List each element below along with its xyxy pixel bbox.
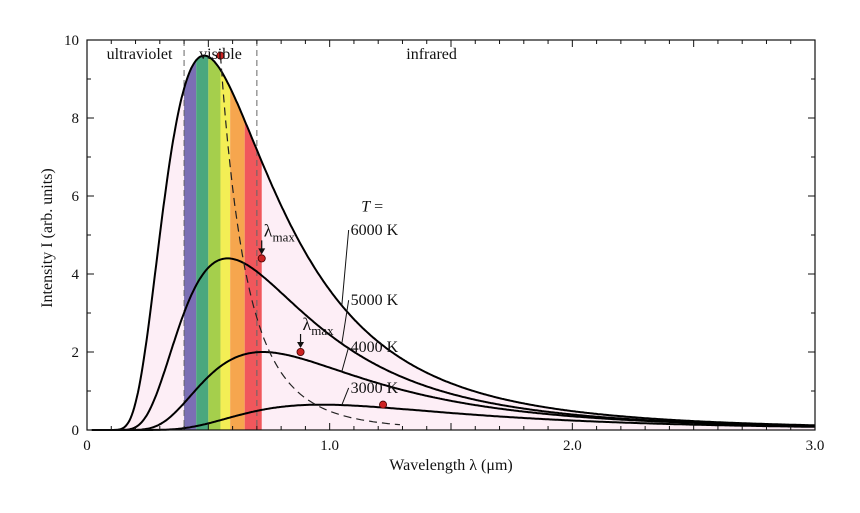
spectrum-band-4 — [230, 55, 245, 430]
series-curves — [91, 54, 816, 431]
curve-label-6000k: 6000 K — [351, 222, 399, 239]
x-tick-label: 0 — [83, 438, 91, 454]
lambda-max-annotation-4000k: λmax — [297, 314, 334, 348]
peak-marker-5000k — [257, 254, 266, 263]
curve-label-leader — [341, 346, 350, 372]
x-tick-label: 2.0 — [563, 438, 582, 454]
peak-locus — [219, 55, 401, 426]
spectrum-band-3 — [220, 55, 231, 430]
under-curve-fill-layer — [91, 55, 815, 430]
peak-marker-6000k — [216, 51, 225, 60]
curve-label-leader — [341, 229, 350, 306]
temperature-label: T = — [361, 199, 383, 216]
lambda-max-label: λmax — [264, 220, 296, 244]
x-tick-label: 3.0 — [806, 438, 825, 454]
x-tick-label: 1.0 — [320, 438, 339, 454]
curve-label-4000k: 4000 K — [351, 339, 399, 356]
wien-peak-locus — [219, 55, 401, 426]
region-label-ultraviolet: ultraviolet — [107, 46, 173, 63]
lambda-max-annotations: λmax λmax — [258, 220, 334, 348]
y-tick-label: 8 — [72, 111, 80, 127]
y-tick-label: 10 — [64, 33, 79, 49]
curve-label-leader — [341, 300, 350, 344]
curve-3000k — [91, 403, 815, 431]
curve-labels: 6000 K 5000 K 4000 K 3000 K T = — [341, 199, 399, 406]
lambda-max-annotation-5000k: λmax — [258, 220, 296, 255]
x-axis-title: Wavelength λ (μm) — [389, 457, 512, 474]
region-divider-lines — [183, 40, 258, 430]
y-tick-label: 0 — [72, 423, 80, 439]
peak-markers — [216, 51, 388, 409]
lambda-max-label: λmax — [303, 314, 335, 338]
region-label-infrared: infrared — [406, 46, 457, 63]
peak-marker-3000k — [379, 400, 388, 409]
region-labels: ultraviolet visible infrared — [107, 46, 457, 63]
visible-spectrum-bands — [184, 55, 262, 430]
curve-label-3000k: 3000 K — [351, 380, 399, 397]
region-label-visible: visible — [199, 46, 242, 63]
curve-label-leader — [341, 387, 350, 406]
spectrum-band-2 — [208, 55, 221, 430]
y-tick-label: 2 — [72, 345, 80, 361]
curve-4000k — [91, 351, 816, 431]
y-axis-title: Intensity I (arb. units) — [39, 168, 56, 308]
tick-marks — [86, 39, 816, 431]
spectrum-band-0 — [184, 55, 197, 430]
spectrum-band-1 — [196, 55, 209, 430]
y-tick-label: 6 — [72, 189, 80, 205]
lambda-max-arrow-head — [297, 342, 305, 348]
y-tick-label: 4 — [72, 267, 80, 283]
tick-labels: 0 1.0 2.0 3.0 0 2 4 6 8 10 — [64, 33, 824, 454]
curve-6000k — [91, 54, 815, 431]
lambda-max-arrow-head — [258, 248, 266, 255]
peak-marker-4000k — [296, 347, 305, 356]
curve-label-5000k: 5000 K — [351, 292, 399, 309]
fill-under-top-curve — [91, 55, 815, 430]
spectrum-band-5 — [244, 55, 262, 430]
